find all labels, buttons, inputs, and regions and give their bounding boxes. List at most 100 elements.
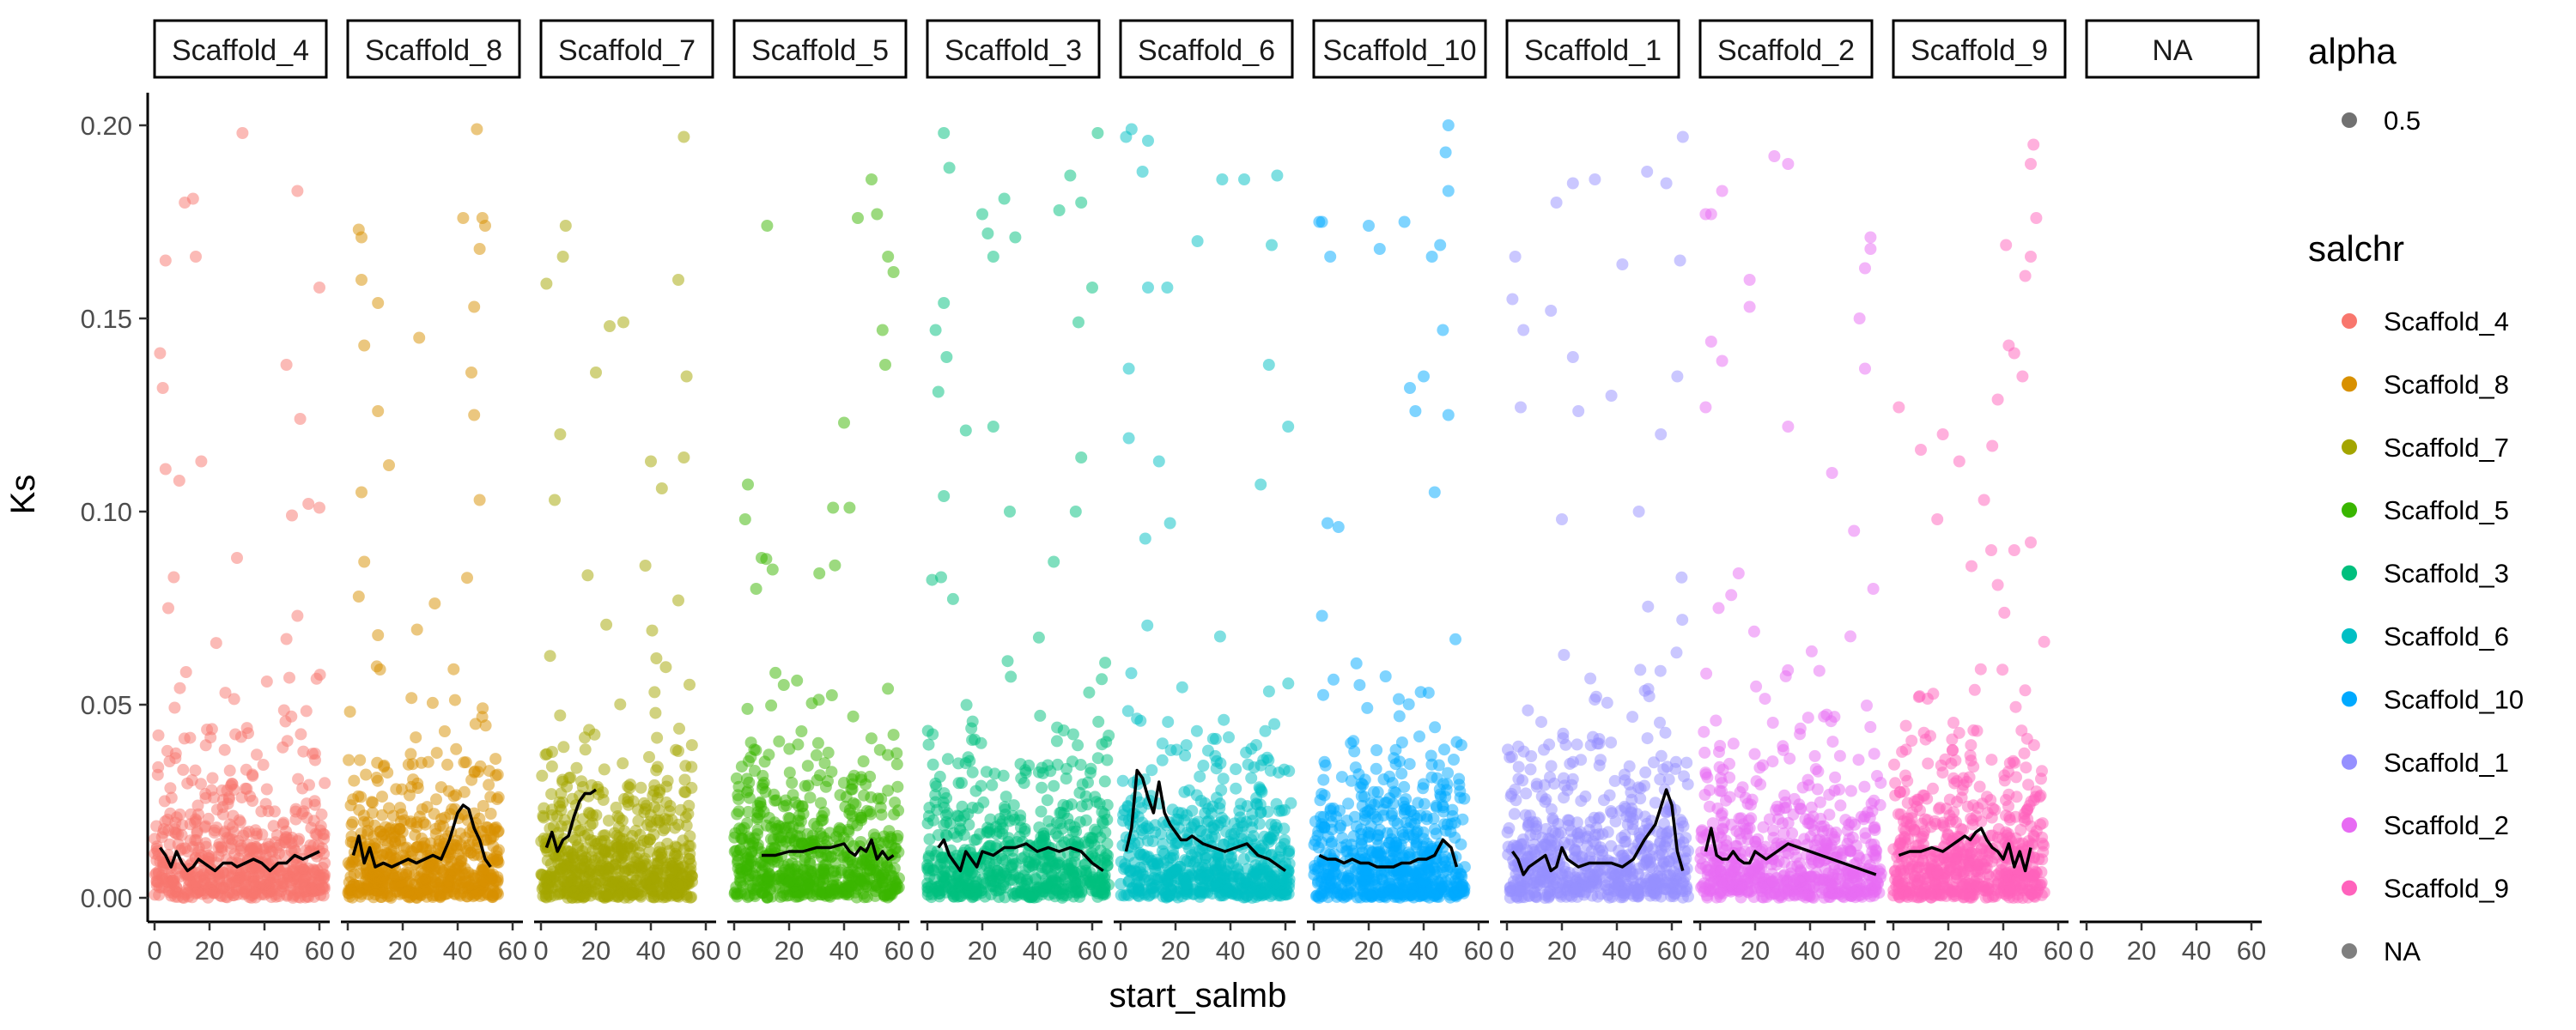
point [164,807,177,820]
point [1425,758,1438,771]
point [644,815,657,828]
point [1250,885,1263,898]
point [998,192,1011,205]
point [483,779,495,791]
point [358,339,371,352]
point [410,623,423,636]
point [970,886,983,899]
point [1442,766,1455,779]
point [643,845,656,858]
point [459,756,472,769]
point [554,800,566,813]
point [1213,802,1226,815]
point [358,555,371,568]
point [672,594,684,607]
point [1266,833,1279,845]
point [1452,871,1465,884]
point [738,513,751,525]
point [849,798,862,811]
point [1142,135,1154,147]
point [342,857,355,869]
point [313,501,325,514]
point [483,869,496,882]
data-points [342,123,505,904]
point [1345,839,1358,851]
point [430,747,443,760]
point [624,779,636,791]
point [1058,836,1071,849]
point [489,769,502,782]
data-points [1115,123,1297,904]
point [773,869,785,882]
point [430,793,442,806]
point [990,821,1002,833]
point [352,591,365,603]
data-points [1308,119,1471,904]
point [1395,736,1408,748]
point [1245,833,1258,846]
point [1036,781,1048,794]
point [808,872,821,885]
point [608,827,621,839]
point [732,805,745,818]
point [994,882,1007,895]
point [1508,808,1521,821]
point [889,883,902,896]
point [471,123,483,136]
point [1115,856,1127,868]
point [1358,791,1370,803]
facet-strip [926,19,1101,79]
point [376,828,389,841]
point [1417,782,1430,795]
point [1326,835,1338,848]
point [959,424,972,437]
point [618,825,631,838]
point [416,876,429,889]
point [1418,370,1430,383]
point [1642,600,1655,613]
point [209,824,222,837]
point [854,809,866,821]
point [255,805,268,818]
point [1236,820,1249,833]
point [1053,204,1066,216]
point [446,803,459,815]
point [1145,764,1158,777]
point [167,571,180,584]
point [376,876,389,888]
point [459,842,472,855]
point [1259,724,1272,737]
point [1199,858,1212,871]
point [1413,730,1425,742]
point [1510,794,1522,807]
x-tick-label: 0 [1113,936,1127,966]
point [1448,754,1460,766]
point [372,405,385,417]
point [1421,861,1434,874]
x-tick-label: 0 [340,936,355,966]
point [794,886,807,899]
point [930,780,943,793]
point [1118,804,1131,817]
point [1383,836,1396,849]
point [749,765,761,777]
point [468,300,481,313]
point [1134,848,1147,861]
point [950,877,963,890]
point [1371,785,1384,798]
point [795,725,808,737]
point [761,220,774,232]
point [1282,421,1295,433]
point [1069,886,1082,899]
point [1384,869,1397,882]
point [1091,752,1104,765]
point [952,757,965,770]
point [932,828,945,841]
point [372,297,385,309]
point [875,792,888,805]
point [1060,772,1072,785]
point [790,860,803,873]
point [882,785,895,797]
point [1501,826,1514,839]
point [1566,772,1579,785]
